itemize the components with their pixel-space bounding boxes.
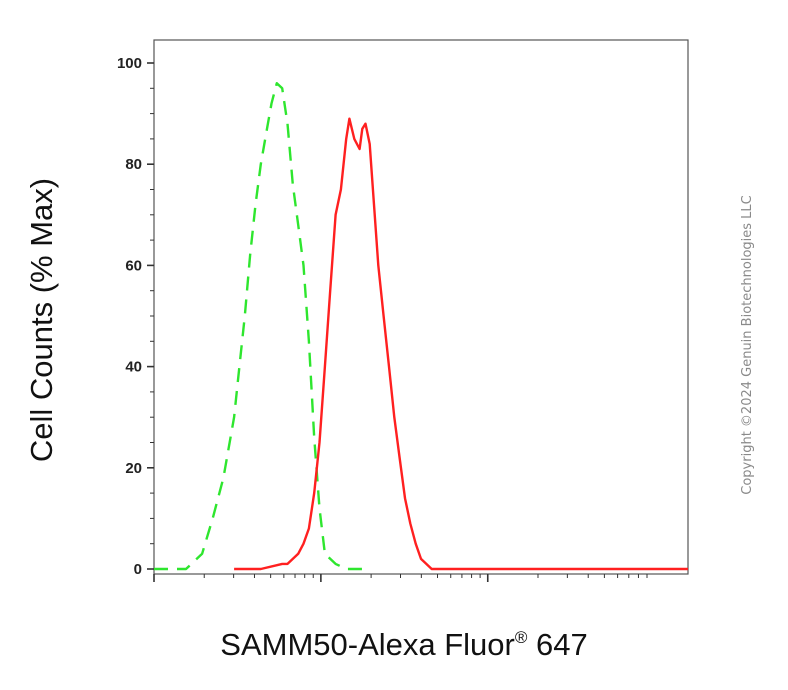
- y-tick-label: 0: [134, 561, 142, 578]
- copyright-watermark: Copyright ©2024 Genuin Biotechnologies L…: [740, 195, 755, 494]
- y-tick-label: 40: [125, 359, 142, 376]
- y-axis-ticks: 0 20 40 60 80 100: [117, 55, 154, 578]
- x-axis-title: SAMM50-Alexa Fluor® 647: [220, 627, 587, 662]
- x-axis-title-main: SAMM50-Alexa Fluor: [220, 627, 515, 662]
- x-axis-ticks: [153, 574, 648, 582]
- solid-red-histogram-line: [234, 117, 688, 571]
- x-axis-title-suffix: 647: [527, 627, 587, 662]
- chart-axes: [153, 39, 689, 575]
- series-lines: [154, 81, 688, 571]
- y-tick-label: 20: [125, 460, 142, 477]
- y-axis-title: Cell Counts (% Max): [24, 178, 59, 462]
- x-axis-title-superscript: ®: [515, 628, 528, 647]
- y-tick-label: 100: [117, 55, 142, 72]
- dashed-green-histogram-line: [154, 81, 368, 571]
- y-tick-label: 60: [125, 257, 142, 274]
- y-tick-label: 80: [125, 156, 142, 173]
- plot-frame: [153, 39, 689, 575]
